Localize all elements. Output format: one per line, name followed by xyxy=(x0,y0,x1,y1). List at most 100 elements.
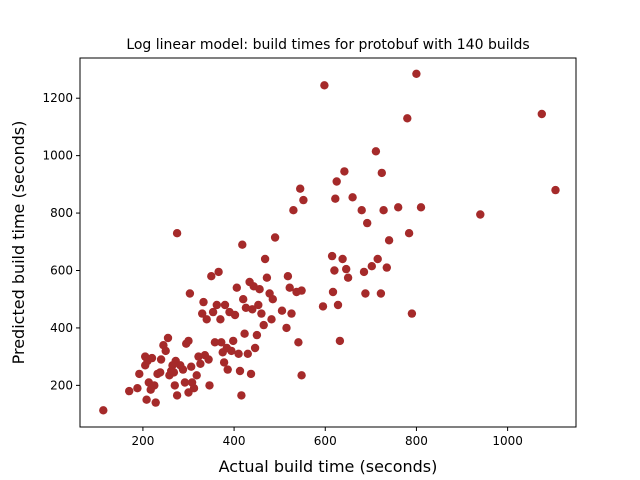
data-point xyxy=(282,323,291,333)
x-tick-label: 800 xyxy=(405,434,428,448)
data-point xyxy=(220,300,230,310)
data-point xyxy=(537,109,546,119)
data-point xyxy=(343,273,353,282)
data-point xyxy=(202,315,211,324)
data-point xyxy=(259,320,268,330)
data-point xyxy=(219,358,229,367)
data-point xyxy=(235,366,245,376)
data-point xyxy=(403,114,412,123)
data-point xyxy=(359,267,369,277)
data-point xyxy=(260,254,270,264)
data-point xyxy=(172,229,182,238)
data-point xyxy=(289,206,298,215)
data-point xyxy=(361,289,370,298)
data-point xyxy=(320,81,329,90)
y-tick-label: 1000 xyxy=(42,149,73,163)
data-point xyxy=(185,289,195,298)
data-point xyxy=(328,287,338,297)
data-point xyxy=(194,352,203,361)
data-point xyxy=(210,338,220,347)
data-point xyxy=(254,300,263,310)
data-point xyxy=(270,233,280,242)
data-point xyxy=(229,336,238,346)
data-point xyxy=(327,251,337,261)
data-point xyxy=(223,365,232,374)
data-point xyxy=(318,302,328,311)
data-point xyxy=(331,194,340,203)
data-point xyxy=(407,309,417,318)
y-tick-label: 1200 xyxy=(42,91,73,105)
data-point xyxy=(268,295,277,304)
data-point xyxy=(170,381,179,390)
data-point xyxy=(357,206,366,215)
data-point xyxy=(404,229,414,238)
data-point xyxy=(297,371,306,380)
data-point xyxy=(551,185,560,195)
data-point xyxy=(294,338,303,347)
data-point xyxy=(379,206,388,215)
data-point xyxy=(333,300,343,310)
data-point xyxy=(248,305,257,314)
data-point xyxy=(416,203,426,212)
data-point xyxy=(169,368,179,377)
data-point xyxy=(342,264,351,274)
data-point xyxy=(217,338,226,347)
data-point xyxy=(297,286,306,295)
data-point xyxy=(199,297,208,307)
data-point xyxy=(192,371,201,380)
x-tick-label: 400 xyxy=(223,434,246,448)
data-point xyxy=(267,315,276,324)
data-point xyxy=(187,362,196,371)
data-point xyxy=(189,384,199,393)
data-point xyxy=(332,177,341,186)
data-point xyxy=(205,381,214,390)
data-point xyxy=(156,355,166,364)
data-point xyxy=(262,273,272,282)
data-point xyxy=(377,168,386,178)
data-point xyxy=(232,283,241,292)
data-point xyxy=(277,306,287,315)
x-tick-label: 600 xyxy=(314,434,337,448)
data-point xyxy=(371,147,381,156)
chart-title: Log linear model: build times for protob… xyxy=(126,37,529,53)
x-axis-label: Actual build time (seconds) xyxy=(219,457,438,476)
data-point xyxy=(147,353,157,363)
data-point xyxy=(184,336,193,346)
x-tick-label: 200 xyxy=(131,434,154,448)
data-point xyxy=(216,315,225,324)
data-point xyxy=(382,263,391,272)
data-point xyxy=(196,359,205,368)
y-tick-label: 800 xyxy=(50,206,73,220)
data-point xyxy=(252,330,262,340)
data-point xyxy=(230,310,240,320)
y-tick-label: 400 xyxy=(50,321,73,335)
data-point xyxy=(198,309,207,318)
data-point xyxy=(384,236,394,245)
data-point xyxy=(340,167,349,176)
data-point xyxy=(367,262,376,271)
data-point xyxy=(243,349,252,358)
data-point xyxy=(394,203,403,212)
data-point xyxy=(285,283,294,292)
data-point xyxy=(237,391,246,400)
data-point xyxy=(234,349,243,358)
data-point xyxy=(241,303,251,312)
data-point xyxy=(239,295,248,304)
data-point xyxy=(163,333,173,343)
data-point xyxy=(287,309,296,318)
data-point xyxy=(214,267,223,277)
data-point xyxy=(150,381,159,390)
data-point xyxy=(250,343,260,353)
data-point xyxy=(335,336,345,346)
data-point xyxy=(180,378,190,387)
data-point xyxy=(156,368,165,377)
data-point xyxy=(238,240,247,249)
data-point xyxy=(330,266,339,275)
data-point xyxy=(204,355,213,364)
data-point xyxy=(212,300,221,310)
data-point xyxy=(255,285,264,294)
y-tick-label: 200 xyxy=(50,378,73,392)
data-point xyxy=(338,254,347,264)
data-point xyxy=(476,210,485,219)
